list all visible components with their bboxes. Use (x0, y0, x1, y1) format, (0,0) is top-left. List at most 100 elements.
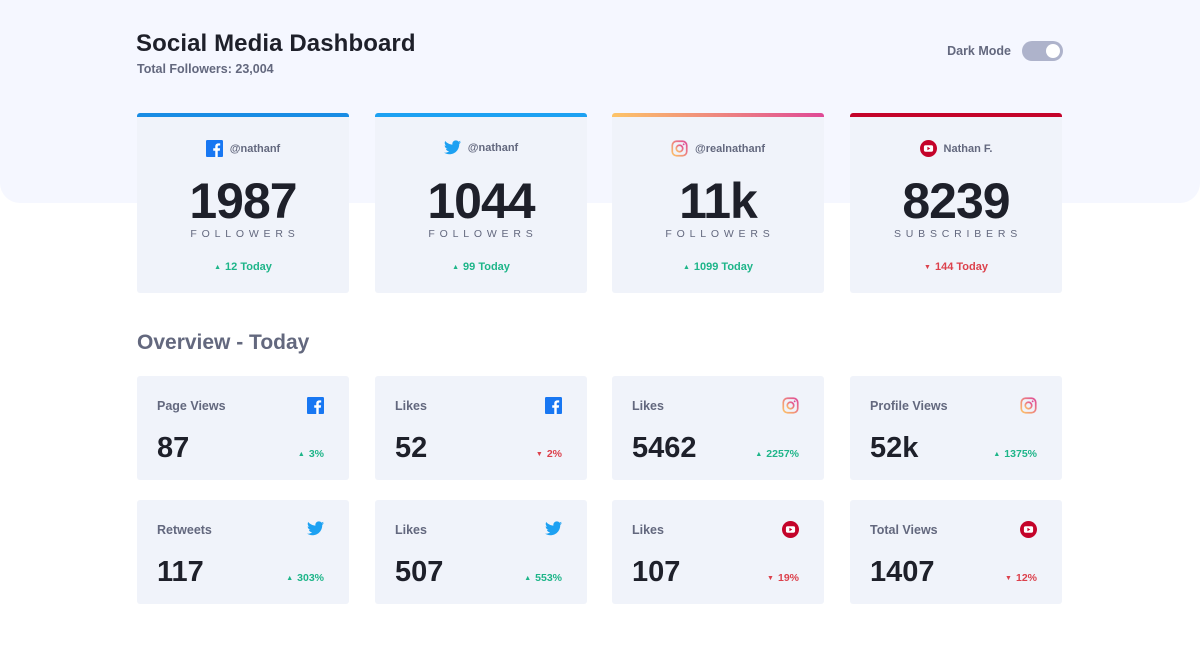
instagram-icon (782, 397, 799, 414)
metric-change: ▲ 553% (524, 572, 562, 584)
dark-mode-control: Dark Mode (947, 41, 1063, 61)
youtube-icon (782, 521, 799, 538)
metric-change-value: 12% (1015, 572, 1037, 584)
metric-label: Likes (632, 399, 664, 413)
metric-change: ▲ 1375% (993, 448, 1037, 460)
metric-label: Likes (395, 399, 427, 413)
metric-value: 87 (157, 432, 190, 464)
page-header: Social Media Dashboard Total Followers: … (136, 30, 1063, 80)
arrow-up-icon: ▲ (214, 264, 222, 271)
facebook-icon (307, 397, 324, 414)
page-title: Social Media Dashboard (136, 30, 416, 57)
daily-change-value: 12 Today (225, 261, 272, 273)
subscriber-unit: SUBSCRIBERS (893, 228, 1023, 240)
metric-value: 1407 (870, 556, 935, 588)
arrow-down-icon: ▼ (767, 575, 774, 582)
overview-card-twitter-likes[interactable]: Likes 507 ▲ 553% (375, 500, 587, 604)
metric-change-value: 19% (777, 572, 799, 584)
metric-value: 507 (395, 556, 444, 588)
follower-unit: FOLLOWERS (428, 228, 538, 240)
twitter-icon (545, 521, 562, 536)
arrow-up-icon: ▲ (286, 575, 294, 582)
overview-card-instagram-likes[interactable]: Likes 5462 ▲ 2257% (612, 376, 824, 480)
metric-change: ▼ 12% (1005, 572, 1037, 584)
dark-mode-label: Dark Mode (947, 44, 1011, 58)
account-handle: Nathan F. (943, 142, 993, 155)
overview-title: Overview - Today (137, 331, 310, 354)
daily-change: ▼ 144 Today (850, 261, 1062, 273)
metric-value: 5462 (632, 432, 697, 464)
metric-change-value: 2257% (766, 448, 799, 460)
account-handle: @nathanf (229, 142, 281, 155)
metric-label: Likes (395, 523, 427, 537)
daily-change-value: 99 Today (463, 261, 510, 273)
metric-value: 107 (632, 556, 681, 588)
daily-change: ▲ 1099 Today (612, 261, 824, 273)
metric-value: 52k (870, 432, 919, 464)
metric-change-value: 303% (297, 572, 324, 584)
metric-label: Likes (632, 523, 664, 537)
arrow-up-icon: ▲ (297, 451, 305, 458)
overview-card-facebook-page-views[interactable]: Page Views 87 ▲ 3% (137, 376, 349, 480)
daily-change: ▲ 99 Today (375, 261, 587, 273)
metric-value: 52 (395, 432, 428, 464)
metric-change-value: 3% (308, 448, 324, 460)
metric-change: ▼ 2% (536, 448, 562, 460)
arrow-up-icon: ▲ (755, 451, 763, 458)
arrow-down-icon: ▼ (1005, 575, 1012, 582)
youtube-subscribers-card[interactable]: Nathan F. 8239 SUBSCRIBERS ▼ 144 Today (850, 113, 1062, 293)
daily-change: ▲ 12 Today (137, 261, 349, 273)
arrow-up-icon: ▲ (524, 575, 532, 582)
follower-count: 11k (679, 173, 758, 229)
twitter-icon (443, 140, 461, 155)
metric-change-value: 1375% (1004, 448, 1037, 460)
twitter-followers-card[interactable]: @nathanf 1044 FOLLOWERS ▲ 99 Today (375, 113, 587, 293)
overview-card-youtube-likes[interactable]: Likes 107 ▼ 19% (612, 500, 824, 604)
youtube-icon (1020, 521, 1037, 538)
arrow-up-icon: ▲ (993, 451, 1001, 458)
metric-label: Retweets (157, 523, 212, 537)
metric-label: Page Views (157, 399, 226, 413)
daily-change-value: 1099 Today (693, 261, 754, 273)
metric-change-value: 2% (546, 448, 562, 460)
metric-change: ▲ 2257% (755, 448, 799, 460)
dark-mode-toggle[interactable] (1022, 41, 1063, 61)
metric-change: ▲ 3% (298, 448, 324, 460)
account-handle: @nathanf (467, 141, 519, 154)
metric-change: ▼ 19% (767, 572, 799, 584)
follower-unit: FOLLOWERS (665, 228, 775, 240)
facebook-icon (205, 140, 223, 157)
overview-card-facebook-likes[interactable]: Likes 52 ▼ 2% (375, 376, 587, 480)
metric-label: Total Views (870, 523, 938, 537)
overview-card-youtube-total-views[interactable]: Total Views 1407 ▼ 12% (850, 500, 1062, 604)
instagram-followers-card[interactable]: @realnathanf 11k FOLLOWERS ▲ 1099 Today (612, 113, 824, 293)
metric-change-value: 553% (535, 572, 562, 584)
follower-count: 1987 (189, 173, 297, 229)
instagram-icon (671, 140, 688, 157)
twitter-icon (307, 521, 324, 536)
follower-unit: FOLLOWERS (190, 228, 300, 240)
overview-card-instagram-profile-views[interactable]: Profile Views 52k ▲ 1375% (850, 376, 1062, 480)
youtube-icon (919, 140, 937, 157)
total-followers: Total Followers: 23,004 (137, 62, 274, 76)
facebook-followers-card[interactable]: @nathanf 1987 FOLLOWERS ▲ 12 Today (137, 113, 349, 293)
facebook-icon (545, 397, 562, 414)
metric-change: ▲ 303% (286, 572, 324, 584)
instagram-icon (1020, 397, 1037, 414)
metric-label: Profile Views (870, 399, 948, 413)
metric-value: 117 (157, 556, 204, 588)
toggle-knob (1046, 44, 1060, 58)
overview-card-twitter-retweets[interactable]: Retweets 117 ▲ 303% (137, 500, 349, 604)
subscriber-count: 8239 (902, 173, 1010, 229)
account-handle: @realnathanf (694, 142, 766, 155)
card-accent-bar (375, 113, 587, 117)
card-accent-bar (850, 113, 1062, 117)
follower-count: 1044 (427, 173, 535, 229)
card-accent-bar (612, 113, 824, 117)
daily-change-value: 144 Today (934, 261, 988, 273)
arrow-down-icon: ▼ (924, 264, 931, 271)
arrow-up-icon: ▲ (452, 264, 460, 271)
arrow-down-icon: ▼ (535, 451, 543, 458)
arrow-up-icon: ▲ (682, 264, 690, 271)
card-accent-bar (137, 113, 349, 117)
